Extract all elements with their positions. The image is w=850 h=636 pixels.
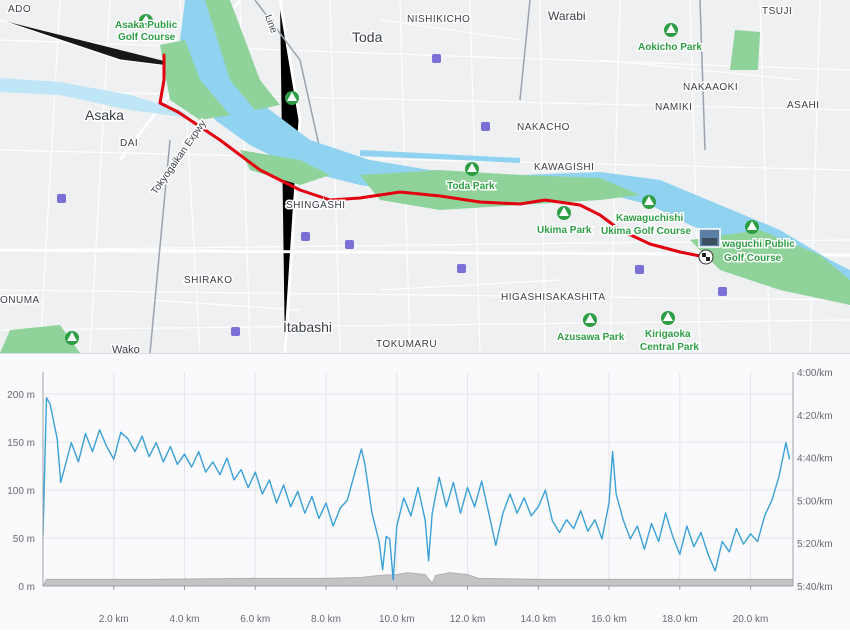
pace-line <box>42 397 791 581</box>
place-label-higashisakashita: HIGASHISAKASHITA <box>501 292 606 303</box>
transit-icons <box>57 54 727 336</box>
x-tick-label: 2.0 km <box>99 614 129 625</box>
tree-icon <box>664 23 678 37</box>
park-label-kawaguchishi-1: Kawaguchishi <box>616 213 683 224</box>
tree-icon <box>583 313 597 327</box>
place-label-nakaaoki: NAKAAOKI <box>683 82 738 93</box>
x-tick-label: 14.0 km <box>520 614 556 625</box>
chart-canvas[interactable]: 2.0 km 4.0 km 6.0 km 8.0 km 10.0 km 12.0 km 14… <box>0 354 850 631</box>
place-label-kawagishi: KAWAGISHI <box>534 162 594 173</box>
park-markers <box>65 14 759 345</box>
tree-icon <box>642 195 656 209</box>
place-label-tokumaru: TOKUMARU <box>376 339 437 350</box>
place-label-itabashi: Itabashi <box>283 319 332 335</box>
y-right-tick-label: 5:40/km <box>797 582 833 593</box>
park-label-aokicho: Aokicho Park <box>638 42 702 53</box>
park-label-kirigaoka-1: Kirigaoka <box>645 329 691 340</box>
rail-lines <box>149 0 706 353</box>
map-canvas[interactable]: ADO Asaka Toda Warabi TSUJI NISHIKICHO N… <box>0 0 850 353</box>
tree-icon <box>139 14 153 28</box>
elevation-area <box>42 572 794 587</box>
place-label-namiki: NAMIKI <box>655 102 692 113</box>
y-right-tick-label: 4:00/km <box>797 368 833 379</box>
place-label-shingashi: SHINGASHI <box>286 200 346 211</box>
park-label-kawaguchi-golf-2: Golf Course <box>724 253 782 264</box>
place-label-ado: ADO <box>8 4 31 15</box>
y-left-tick-label: 50 m <box>13 534 35 545</box>
x-tick-label: 16.0 km <box>591 614 627 625</box>
x-tick-label: 8.0 km <box>311 614 341 625</box>
place-label-dai: DAI <box>120 138 138 149</box>
route-map[interactable]: ADO Asaka Toda Warabi TSUJI NISHIKICHO N… <box>0 0 850 353</box>
route-line <box>158 53 702 258</box>
place-label-warabi: Warabi <box>548 9 586 23</box>
park-label-ukima-park: Ukima Park <box>537 225 592 236</box>
y-right-tick-label: 4:20/km <box>797 411 833 422</box>
finish-flag-icon[interactable] <box>698 249 714 265</box>
park-label-azusawa: Azusawa Park <box>557 332 625 343</box>
tree-icon <box>65 331 79 345</box>
y-left-tick-label: 200 m <box>7 390 35 401</box>
x-tick-label: 6.0 km <box>240 614 270 625</box>
park-areas <box>0 0 850 353</box>
x-tick-label: 10.0 km <box>379 614 415 625</box>
y-right-tick-label: 5:00/km <box>797 496 833 507</box>
place-label-nishikicho: NISHIKICHO <box>407 14 470 25</box>
start-marker[interactable] <box>698 228 721 248</box>
river <box>0 0 850 300</box>
place-label-onuma: ONUMA <box>0 295 40 306</box>
y-right-tick-label: 5:20/km <box>797 539 833 550</box>
tree-icon <box>285 91 299 105</box>
tree-icon <box>661 311 675 325</box>
place-label-shirako: SHIRAKO <box>184 275 233 286</box>
place-label-tsuji: TSUJI <box>762 6 792 17</box>
place-label-asahi: ASAHI <box>787 100 820 111</box>
x-tick-label: 18.0 km <box>662 614 698 625</box>
park-labels: Asaka Public Golf Course Aokicho Park To… <box>114 19 797 354</box>
park-label-kawaguchishi-2: Ukima Golf Course <box>601 226 691 237</box>
place-label-toda: Toda <box>352 29 383 45</box>
park-label-asaka-golf-1: Asaka Public <box>115 20 178 31</box>
park-label-kirigaoka-2: Central Park <box>640 342 699 353</box>
x-tick-label: 4.0 km <box>170 614 200 625</box>
y-left-tick-label: 100 m <box>7 486 35 497</box>
park-label-asaka-golf-2: Golf Course <box>118 32 176 43</box>
tree-icon <box>745 220 759 234</box>
place-label-wako: Wako <box>112 344 140 353</box>
y-left-tick-label: 0 m <box>18 582 35 593</box>
x-tick-label: 20.0 km <box>733 614 769 625</box>
place-label-asaka: Asaka <box>85 107 124 123</box>
elevation-pace-chart[interactable]: 2.0 km 4.0 km 6.0 km 8.0 km 10.0 km 12.0 km 14… <box>0 353 850 630</box>
y-right-tick-label: 4:40/km <box>797 454 833 465</box>
tree-icon <box>465 162 479 176</box>
y-left-tick-label: 150 m <box>7 438 35 449</box>
x-tick-label: 12.0 km <box>450 614 486 625</box>
place-label-nakacho: NAKACHO <box>517 122 570 133</box>
tree-icon <box>557 206 571 220</box>
park-label-toda-park: Toda Park <box>447 181 495 192</box>
park-label-kawaguchi-golf-1: waguchi Public <box>721 239 795 250</box>
